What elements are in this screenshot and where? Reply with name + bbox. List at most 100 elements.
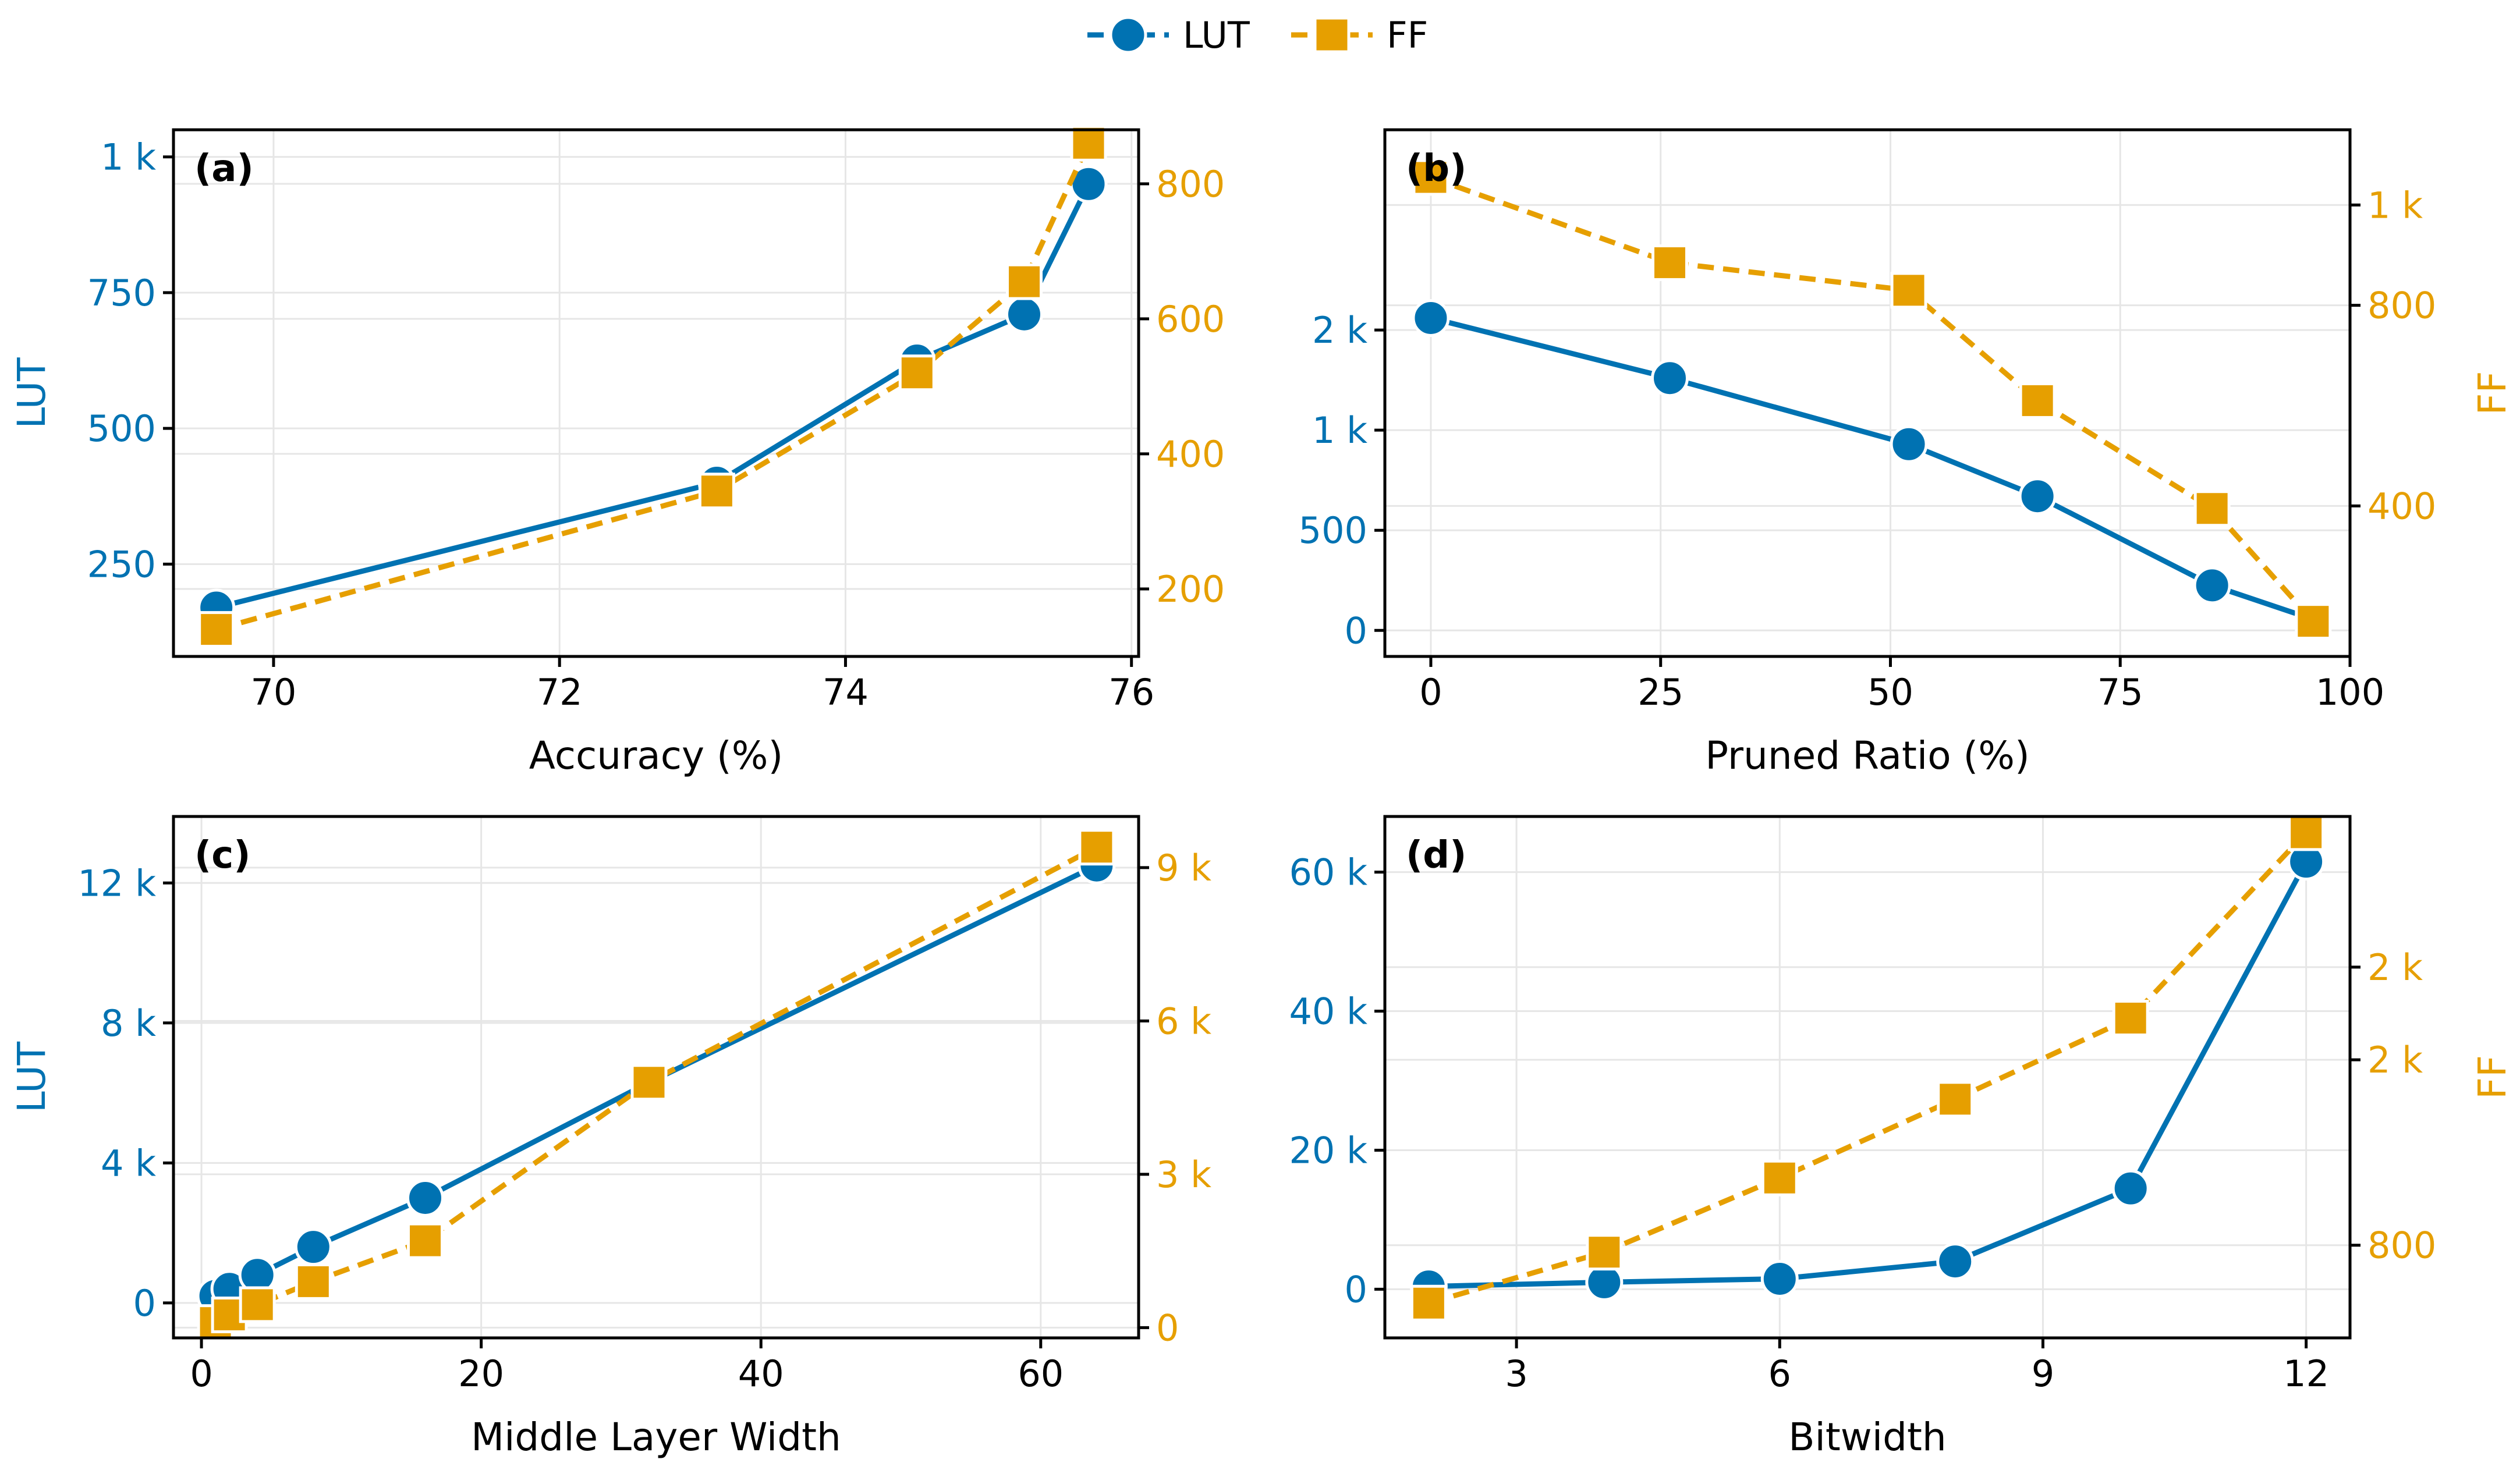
data-point-lut [1890, 425, 1928, 463]
y-tick-label-left: 250 [87, 543, 156, 585]
data-point-ff [1937, 1081, 1974, 1118]
x-tick-label: 40 [738, 1352, 784, 1395]
data-point-lut [406, 1178, 445, 1217]
plot-frame [172, 128, 1140, 658]
x-axis-title: Middle Layer Width [471, 1415, 841, 1460]
y-tick-label-left: 40 k [1289, 990, 1367, 1033]
x-axis-title: Pruned Ratio (%) [1705, 733, 2030, 778]
data-point-ff [1412, 159, 1449, 196]
legend-label-lut: LUT [1183, 14, 1250, 56]
y-tick-label-left: 0 [1345, 1268, 1367, 1311]
data-point-ff [198, 611, 235, 648]
data-point-lut [294, 1228, 332, 1266]
y-tick-label-right: 2 k [2367, 946, 2423, 989]
panel-label: (c) [194, 834, 250, 877]
y-tick-label-right: 9 k [1156, 847, 1211, 889]
y-tick-label-right: 0 [1156, 1306, 1179, 1349]
data-point-lut [1005, 295, 1043, 333]
x-tick-label: 70 [250, 671, 296, 713]
series-line-ff [1428, 830, 2308, 1306]
y-axis-title-left: LUT [9, 357, 54, 429]
data-point-lut [1412, 299, 1450, 337]
y-tick-label-right: 200 [1156, 568, 1225, 610]
y-tick-label-right: 800 [1156, 163, 1225, 205]
x-tick-label: 100 [2316, 671, 2384, 713]
y-tick-label-left: 20 k [1289, 1129, 1367, 1171]
plot-frame [172, 815, 1140, 1340]
data-point-ff [698, 473, 735, 510]
x-tick-label: 50 [1867, 671, 1913, 713]
data-point-lut [1651, 359, 1689, 397]
y-axis-title-left: LUT [9, 1041, 54, 1113]
x-tick-label: 9 [2032, 1352, 2054, 1395]
data-point-lut [2111, 1169, 2150, 1208]
data-point-ff [630, 1064, 668, 1101]
data-point-ff [1078, 829, 1115, 866]
data-point-ff [2019, 382, 2056, 419]
data-point-ff [239, 1286, 276, 1323]
y-tick-label-left: 0 [133, 1282, 156, 1325]
x-tick-label: 75 [2097, 671, 2143, 713]
y-tick-label-left: 8 k [101, 1002, 156, 1045]
data-point-lut [2193, 566, 2231, 605]
data-point-ff [1761, 1159, 1798, 1196]
series-line-lut [215, 183, 1091, 610]
panel-label: (b) [1406, 147, 1466, 190]
plot-frame [1383, 815, 2352, 1340]
data-point-ff [1070, 125, 1107, 162]
y-tick-label-left: 12 k [77, 862, 156, 904]
data-point-ff [2295, 603, 2332, 640]
x-tick-label: 0 [1419, 671, 1442, 713]
x-tick-label: 6 [1768, 1352, 1791, 1395]
y-tick-label-left: 4 k [101, 1142, 156, 1184]
data-point-ff [1890, 272, 1927, 309]
x-tick-label: 76 [1108, 671, 1154, 713]
y-tick-label-left: 2 k [1312, 309, 1367, 351]
y-tick-label-right: 600 [1156, 298, 1225, 340]
x-tick-label: 74 [823, 671, 869, 713]
data-point-ff [1410, 1284, 1447, 1322]
y-tick-label-left: 0 [1345, 609, 1367, 652]
x-tick-label: 25 [1638, 671, 1683, 713]
x-axis-title: Accuracy (%) [529, 733, 784, 778]
data-point-ff [295, 1263, 332, 1300]
x-tick-label: 12 [2283, 1352, 2329, 1395]
legend-label-ff: FF [1387, 14, 1428, 56]
series-line-ff [215, 142, 1091, 632]
y-tick-label-right: 400 [2367, 485, 2436, 527]
panel-label: (d) [1406, 834, 1466, 877]
x-tick-label: 20 [458, 1352, 504, 1395]
data-point-lut [1760, 1259, 1799, 1298]
y-tick-label-left: 1 k [1312, 409, 1367, 452]
data-point-lut [1936, 1242, 1975, 1281]
y-tick-label-left: 60 k [1289, 851, 1367, 894]
legend: LUT FF [1087, 14, 1428, 56]
legend-item-lut: LUT [1087, 14, 1250, 56]
data-point-ff [407, 1222, 444, 1259]
y-axis-title-right: FF [2470, 371, 2515, 416]
data-point-ff [1005, 263, 1043, 300]
x-tick-label: 3 [1505, 1352, 1527, 1395]
series-line-lut [1430, 315, 2315, 622]
legend-marker-lut [1109, 16, 1147, 54]
y-tick-label-right: 400 [1156, 433, 1225, 475]
series-line-lut [1429, 860, 2309, 1290]
data-point-ff [2193, 490, 2231, 527]
data-point-ff [1651, 244, 1689, 281]
x-tick-label: 0 [190, 1352, 212, 1395]
plot-frame [1383, 128, 2352, 658]
panel-a: 70 72 74 76 250 500 750 1 k 200 400 600 800 Accuracy… [9, 125, 1225, 778]
series-line-ff [1430, 175, 2316, 623]
y-tick-label-right: 3 k [1156, 1153, 1211, 1196]
y-tick-label-right: 1 k [2367, 184, 2423, 226]
x-tick-label: 60 [1018, 1352, 1064, 1395]
data-point-ff [898, 354, 935, 392]
y-tick-label-right: 800 [2367, 1224, 2436, 1267]
panel-label: (a) [194, 147, 254, 190]
legend-item-ff: FF [1291, 14, 1428, 56]
y-tick-label-right: 6 k [1156, 1000, 1211, 1042]
y-tick-label-left: 750 [87, 272, 156, 314]
y-axis-title-right: FF [2470, 1055, 2515, 1099]
y-tick-label-right: 2 k [2367, 1039, 2423, 1081]
